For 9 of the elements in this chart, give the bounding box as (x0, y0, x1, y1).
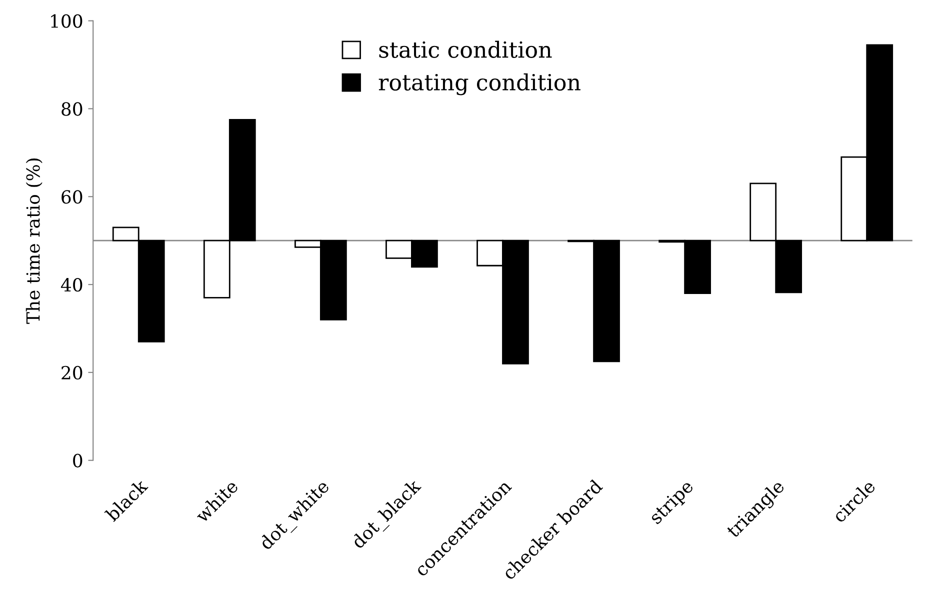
y-tick-label: 80 (62, 102, 82, 116)
y-tick-label: 60 (62, 190, 82, 204)
y-tick-label: 0 (73, 454, 82, 468)
legend-label: static condition (379, 40, 552, 58)
y-tick-label: 20 (62, 366, 82, 380)
y-tick-label: 100 (51, 14, 82, 28)
y-tick-label: 40 (60, 278, 82, 292)
y-axis-title: The time ratio (%) (26, 158, 42, 324)
legend-label: rotating condition (378, 73, 580, 96)
